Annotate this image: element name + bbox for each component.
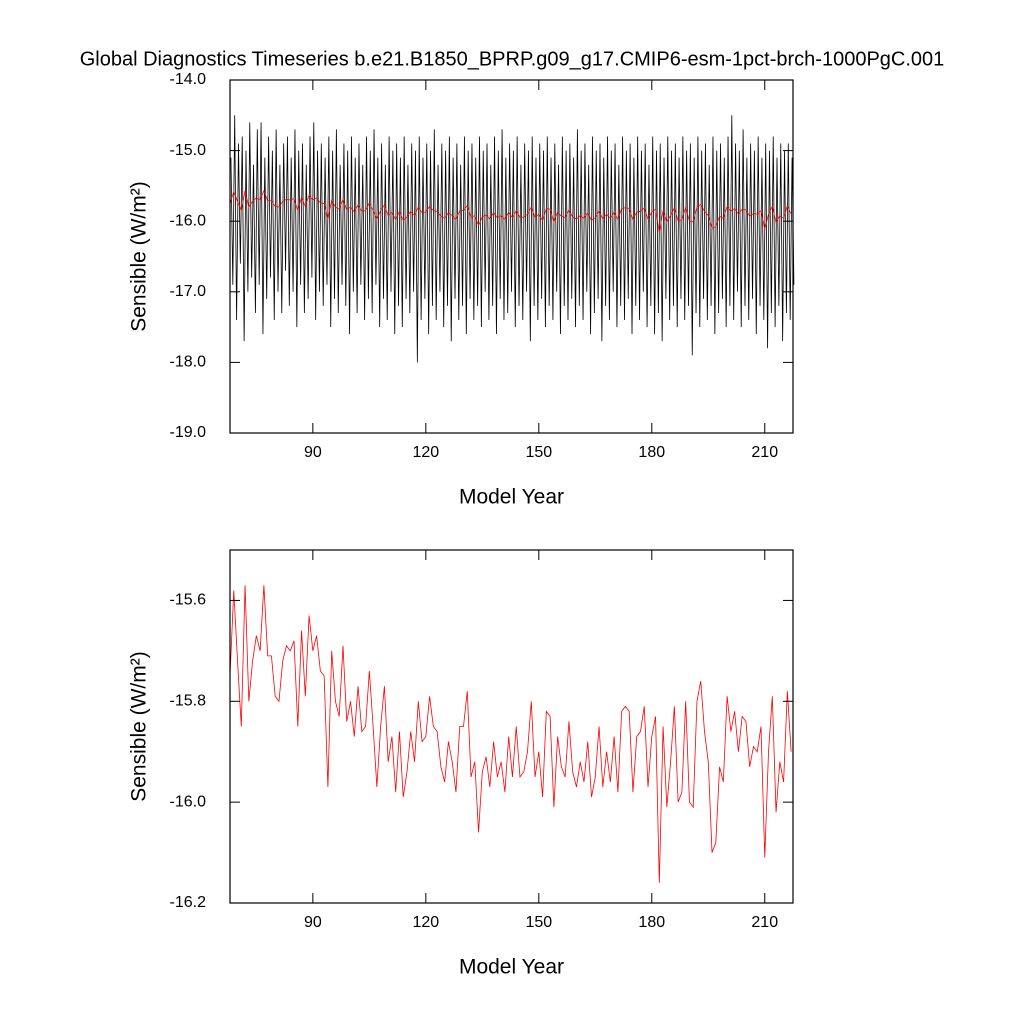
x-tick-label: 90 — [304, 444, 322, 461]
x-tick-label: 90 — [304, 914, 322, 931]
y-tick-label: -14.0 — [170, 71, 207, 88]
x-tick-label: 180 — [638, 444, 665, 461]
y-axis-title: Sensible (W/m²) — [128, 181, 151, 332]
y-tick-label: -16.0 — [170, 212, 207, 229]
series-line — [229, 585, 792, 883]
x-tick-label: 150 — [525, 444, 552, 461]
y-tick-label: -18.0 — [170, 354, 207, 371]
series-line — [230, 115, 795, 363]
chart-title: Global Diagnostics Timeseries b.e21.B185… — [80, 48, 945, 70]
series-line — [229, 189, 792, 233]
x-tick-label: 120 — [412, 914, 439, 931]
y-tick-label: -19.0 — [170, 424, 207, 441]
x-tick-label: 210 — [751, 914, 778, 931]
x-axis-title: Model Year — [459, 956, 564, 979]
y-tick-label: -16.0 — [170, 793, 207, 810]
x-tick-label: 150 — [525, 914, 552, 931]
y-tick-label: -17.0 — [170, 283, 207, 300]
x-tick-label: 180 — [638, 914, 665, 931]
plot-frame — [229, 549, 794, 904]
y-tick-label: -15.8 — [170, 693, 207, 710]
x-tick-label: 120 — [412, 444, 439, 461]
y-tick-label: -15.0 — [170, 142, 207, 159]
y-tick-label: -16.2 — [170, 894, 207, 911]
plot-frame — [229, 79, 794, 434]
y-tick-label: -15.6 — [170, 592, 207, 609]
x-axis-title: Model Year — [459, 486, 564, 509]
y-axis-title: Sensible (W/m²) — [128, 651, 151, 802]
x-tick-label: 210 — [751, 444, 778, 461]
